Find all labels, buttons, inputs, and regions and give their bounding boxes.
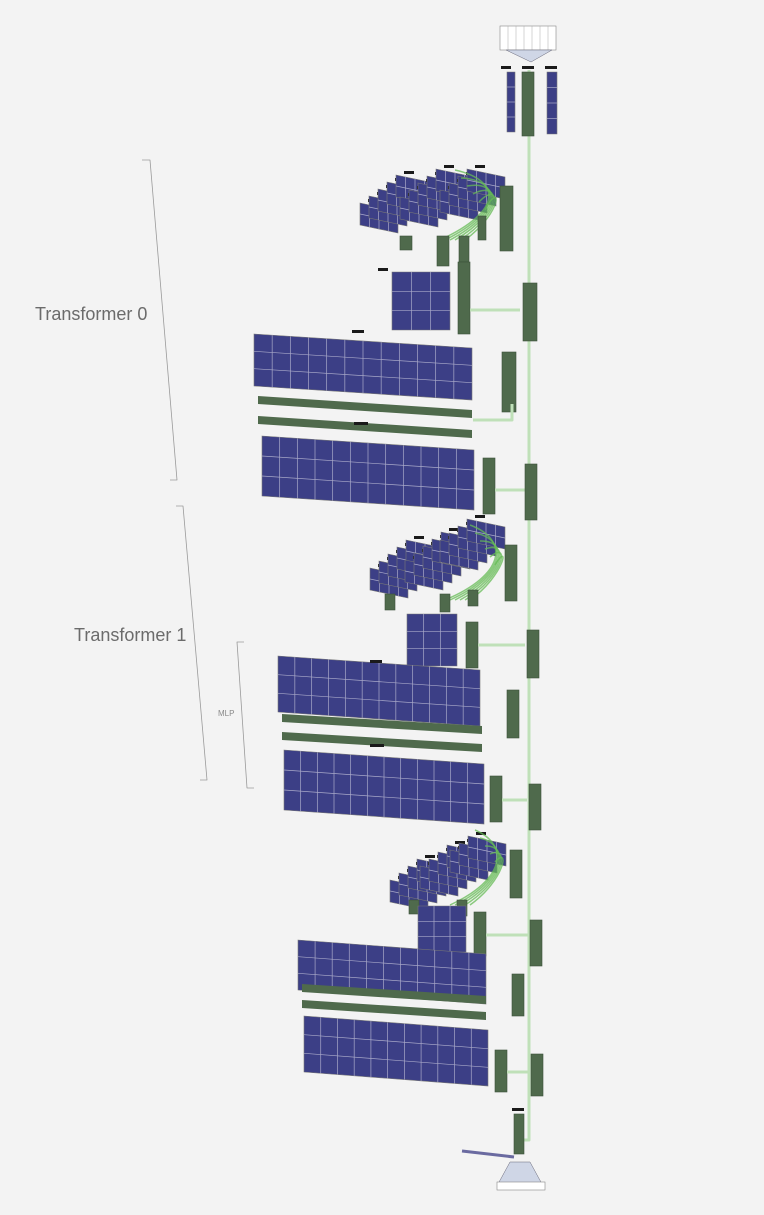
l1-mlp-fc2-grid bbox=[283, 769, 485, 785]
l0-attention-flow bbox=[439, 169, 490, 241]
l0-v-head-tag bbox=[475, 165, 485, 168]
l0-residual-1 bbox=[522, 282, 538, 342]
l0-mlp-fc1-tag bbox=[352, 330, 364, 333]
output-logits bbox=[496, 1181, 546, 1191]
l1-k-head-tag bbox=[449, 528, 459, 531]
l0-q-head-tag bbox=[404, 171, 414, 174]
l0-proj-matrix bbox=[391, 271, 451, 331]
l1-attention-flow bbox=[444, 524, 497, 601]
l1-mlp-fc1-tag bbox=[370, 660, 382, 663]
l0-attention-flow bbox=[444, 177, 491, 241]
transformer-1-bracket bbox=[176, 505, 208, 781]
l2-residual-2 bbox=[530, 1053, 544, 1097]
l1-attn-out-b bbox=[439, 593, 451, 613]
l2-residual-1 bbox=[529, 919, 543, 967]
input-embedding-activation bbox=[521, 71, 535, 137]
l0-v-head-3-grid bbox=[466, 179, 506, 189]
l0-k-head-tag bbox=[444, 165, 454, 168]
l2-mlp-out bbox=[494, 1049, 508, 1093]
l0-proj-activation bbox=[457, 261, 471, 335]
l0-mlp-hidden-2 bbox=[258, 416, 472, 438]
l0-attention-flow bbox=[459, 193, 496, 241]
input-tag bbox=[522, 66, 534, 69]
l1-mlp-fc1-grid bbox=[277, 674, 481, 690]
l0-proj-tag bbox=[378, 268, 388, 271]
l1-mlp-fc2-tag bbox=[370, 744, 384, 747]
transformer-0-bracket bbox=[142, 159, 178, 481]
l1-q-head-tag bbox=[414, 536, 424, 539]
l1-mlp-fc2-grid bbox=[283, 789, 485, 805]
l2-mlp-fc1-grid bbox=[297, 972, 487, 988]
l1-ln2-activation bbox=[506, 689, 520, 739]
l1-residual-1 bbox=[526, 629, 540, 679]
l0-mlp-fc2-grid bbox=[261, 475, 475, 491]
l0-ln1-activation bbox=[499, 185, 514, 252]
l0-mlp-fc1-grid bbox=[253, 350, 473, 366]
final-ln-tag bbox=[512, 1108, 524, 1111]
l1-mlp-hidden-2 bbox=[282, 732, 482, 752]
l0-attn-out bbox=[399, 235, 413, 251]
l1-attn-out bbox=[384, 593, 396, 611]
l1-proj-activation bbox=[465, 621, 479, 669]
l2-attention-flow bbox=[464, 851, 503, 906]
l1-mlp-fc1-grid bbox=[277, 692, 481, 708]
l0-mlp-skip bbox=[473, 404, 514, 422]
l0-attn-out-c bbox=[458, 235, 470, 263]
l2-mlp-fc1-grid bbox=[297, 956, 487, 972]
l2-mlp-fc2-grid bbox=[303, 1034, 489, 1050]
output-softmax-fan-icon bbox=[497, 1161, 543, 1185]
input-tag bbox=[545, 66, 557, 69]
l2-mlp-fc2 bbox=[303, 1015, 489, 1087]
input-tag bbox=[501, 66, 511, 69]
l2-mlp-hidden-2 bbox=[302, 1000, 486, 1020]
l1-residual-2 bbox=[528, 783, 542, 831]
mlp-bracket bbox=[236, 641, 254, 789]
l0-attn-out-b bbox=[436, 235, 450, 267]
l1-ln1-activation bbox=[504, 544, 518, 602]
l1-mlp-out bbox=[489, 775, 503, 823]
l1-attention-flow bbox=[449, 532, 498, 601]
l0-residual-2 bbox=[524, 463, 538, 521]
l2-attention-flow bbox=[459, 845, 501, 906]
l2-attention-flow bbox=[454, 837, 500, 906]
mlp-label: MLP bbox=[218, 709, 235, 718]
l2-attention-flow bbox=[449, 829, 498, 906]
l0-attention-flow bbox=[454, 189, 494, 241]
l1-v-head-tag bbox=[475, 515, 485, 518]
l1-proj-matrix bbox=[406, 613, 458, 667]
l2-mlp-fc2-grid bbox=[303, 1052, 489, 1068]
l2-k-head-tag bbox=[455, 841, 465, 844]
l2-proj-matrix bbox=[417, 905, 467, 953]
l1-attention-flow bbox=[469, 555, 504, 601]
token-embedding-table bbox=[499, 25, 557, 51]
l0-attn-side bbox=[477, 215, 487, 241]
l1-attn-out-c bbox=[467, 589, 479, 607]
l2-mlp-hidden-1 bbox=[302, 984, 486, 1004]
l1-mlp-hidden-1 bbox=[282, 714, 482, 734]
l0-mlp-hidden-1 bbox=[258, 396, 472, 418]
l0-attention-flow bbox=[464, 196, 497, 241]
token-embedding-fan-icon bbox=[505, 49, 553, 63]
l2-ln2-activation bbox=[511, 973, 525, 1017]
l0-mlp-fc2-grid bbox=[261, 455, 475, 471]
transformer-0-label: Transformer 0 bbox=[35, 304, 148, 324]
l0-mlp-fc2-tag bbox=[354, 422, 368, 425]
l2-proj-activation bbox=[473, 911, 487, 957]
l2-attn-out bbox=[408, 899, 420, 915]
l0-ln2-activation bbox=[501, 351, 517, 413]
l0-mlp-fc1-grid bbox=[253, 368, 473, 384]
lm-head-matrix bbox=[461, 1149, 515, 1159]
l2-attention-flow bbox=[469, 856, 504, 906]
transformer-1-label: Transformer 1 bbox=[74, 625, 187, 645]
l2-ln1-activation bbox=[509, 849, 523, 899]
final-layernorm bbox=[513, 1113, 525, 1155]
l0-mlp-out bbox=[482, 457, 496, 515]
l2-q-head-tag bbox=[425, 855, 435, 858]
